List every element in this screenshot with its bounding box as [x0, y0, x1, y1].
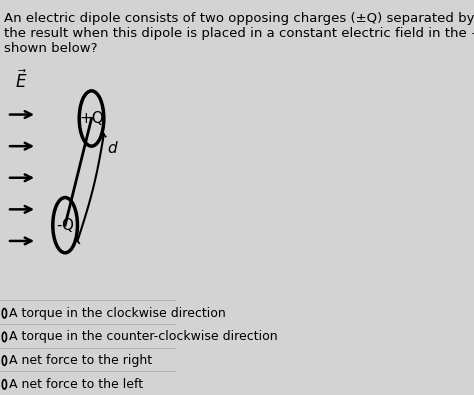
Text: A torque in the counter-clockwise direction: A torque in the counter-clockwise direct…: [9, 331, 278, 343]
Text: -Q: -Q: [56, 218, 74, 233]
Text: +Q: +Q: [79, 111, 104, 126]
Text: d: d: [108, 141, 117, 156]
Text: A net force to the right: A net force to the right: [9, 354, 153, 367]
Text: A torque in the clockwise direction: A torque in the clockwise direction: [9, 307, 226, 320]
Text: A net force to the left: A net force to the left: [9, 378, 144, 391]
Text: $\vec{E}$: $\vec{E}$: [15, 70, 27, 92]
Text: An electric dipole consists of two opposing charges (±Q) separated by a fixed di: An electric dipole consists of two oppos…: [3, 12, 474, 55]
